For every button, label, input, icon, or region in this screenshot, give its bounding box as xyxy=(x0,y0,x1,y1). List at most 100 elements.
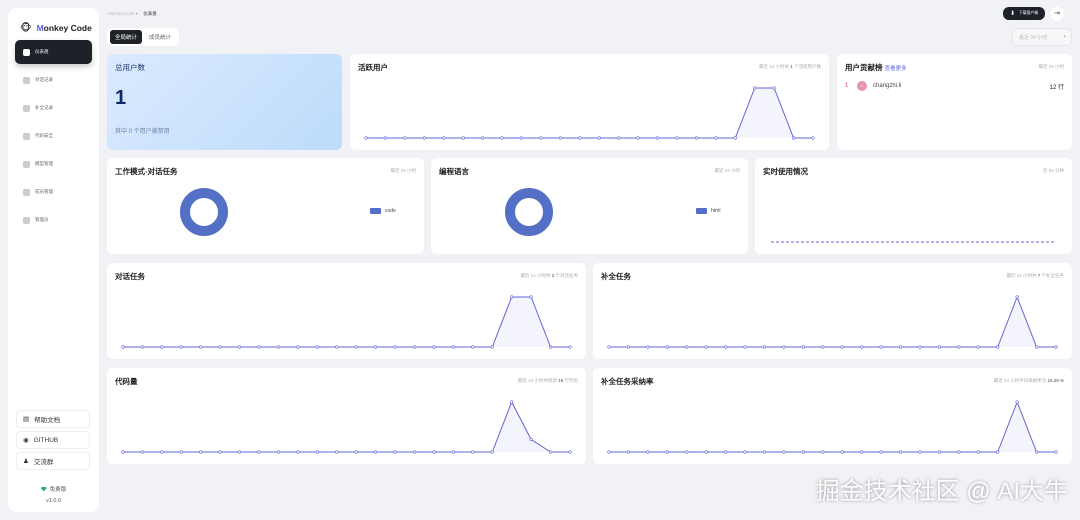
realtime-chart xyxy=(771,241,1056,243)
data-point xyxy=(558,136,562,140)
data-point xyxy=(296,450,300,454)
data-point xyxy=(685,450,689,454)
data-point xyxy=(548,345,553,349)
data-point xyxy=(160,345,164,349)
sidebar-item[interactable]: 模型管理 xyxy=(15,152,92,176)
data-point xyxy=(374,345,378,349)
series-line xyxy=(123,400,570,453)
data-point xyxy=(354,345,358,349)
data-point xyxy=(121,450,125,454)
data-point xyxy=(704,345,708,349)
tab-members[interactable]: 成员统计 xyxy=(149,35,172,41)
data-point xyxy=(179,345,183,349)
data-point xyxy=(860,450,864,454)
data-point xyxy=(510,400,514,404)
data-point xyxy=(1034,345,1039,349)
area xyxy=(123,402,570,452)
data-point xyxy=(422,136,426,140)
data-point xyxy=(879,345,883,349)
avatar: c xyxy=(857,81,867,91)
data-point xyxy=(1015,295,1019,299)
series-line xyxy=(123,296,570,348)
logout-icon: ⇥ xyxy=(1054,10,1060,17)
monkey-icon: 🐵 xyxy=(20,22,32,34)
legend-code: code xyxy=(370,208,396,214)
data-point xyxy=(539,136,543,140)
sidebar-link[interactable]: ♟ 交流群 xyxy=(16,452,90,470)
download-client-button[interactable]: ⬇ 下载客户端 xyxy=(1003,7,1045,20)
sidebar-item[interactable]: 代码安全 xyxy=(15,124,92,148)
data-point xyxy=(218,450,222,454)
data-point xyxy=(976,345,980,349)
legend-html: html xyxy=(696,208,720,214)
data-point xyxy=(354,450,358,454)
data-point xyxy=(996,345,1000,349)
active-users-chart xyxy=(364,86,815,140)
menu-icon xyxy=(23,160,30,168)
work-mode-card: 工作模式-对话任务 最近 24 小时 code xyxy=(107,158,424,254)
breadcrumb-current: 仪表盘 xyxy=(143,11,157,16)
data-point xyxy=(646,345,650,349)
breadcrumb-root[interactable]: MonkeyCode xyxy=(108,11,135,16)
code-lines-chart xyxy=(121,400,572,454)
data-point xyxy=(597,136,601,140)
data-point xyxy=(898,450,903,454)
data-point xyxy=(490,345,494,349)
sidebar-link[interactable]: ◉ GITHUB xyxy=(16,431,90,449)
data-point xyxy=(714,136,718,140)
data-point xyxy=(315,345,319,349)
data-point xyxy=(743,345,747,349)
data-point xyxy=(685,345,689,349)
data-point xyxy=(918,345,922,349)
data-point xyxy=(393,450,397,454)
data-point xyxy=(140,450,145,454)
view-more-link[interactable]: 查看更多 xyxy=(884,66,907,72)
data-point xyxy=(791,136,796,140)
data-point xyxy=(432,345,436,349)
data-point xyxy=(451,450,455,454)
data-point xyxy=(568,450,572,454)
sidebar-item[interactable]: 管理员 xyxy=(15,208,92,232)
data-point xyxy=(1054,450,1058,454)
logout-button[interactable]: ⇥ xyxy=(1050,7,1064,21)
download-icon: ⬇ xyxy=(1009,11,1016,17)
data-point xyxy=(296,345,300,349)
data-point xyxy=(335,450,339,454)
realtime-card: 实时使用情况近 60 分钟 xyxy=(755,158,1072,254)
series-line xyxy=(609,400,1056,453)
data-point xyxy=(743,450,747,454)
sidebar-item[interactable]: 补全记录 xyxy=(15,96,92,120)
data-point xyxy=(626,345,631,349)
menu-icon xyxy=(23,104,30,112)
data-point xyxy=(403,136,407,140)
sidebar-item[interactable]: 成员管理 xyxy=(15,180,92,204)
sidebar-link[interactable]: ▤ 帮助文档 xyxy=(16,410,90,428)
data-point xyxy=(276,345,281,349)
area xyxy=(123,297,570,347)
language-card: 编程语言 最近 24 小时 html xyxy=(431,158,748,254)
data-point xyxy=(529,437,533,442)
watermark: 掘金技术社区 @ AI大牛 xyxy=(815,478,1068,505)
data-point xyxy=(218,345,222,349)
contrib-row[interactable]: 1 c changzhi.li 12 行 xyxy=(845,81,1064,91)
data-point xyxy=(753,86,757,90)
data-point xyxy=(315,450,319,454)
contribution-card: 用户贡献榜 查看更多 最近 24 小时 1 c changzhi.li 12 行 xyxy=(837,54,1072,150)
data-point xyxy=(607,450,611,454)
data-point xyxy=(335,345,339,349)
data-point xyxy=(393,345,397,349)
time-range-select[interactable]: 最近 24 小时 ▾ xyxy=(1012,28,1072,46)
logo[interactable]: 🐵 Monkey Code xyxy=(20,22,92,34)
breadcrumb: MonkeyCode › 仪表盘 xyxy=(108,11,157,16)
data-point xyxy=(976,450,980,454)
document-icon: ▤ xyxy=(23,416,30,423)
sidebar-item[interactable]: 对话记录 xyxy=(15,68,92,92)
data-point xyxy=(500,136,504,140)
menu-icon xyxy=(23,216,30,224)
tab-global[interactable]: 全局统计 xyxy=(110,30,143,44)
total-users-value: 1 xyxy=(115,87,127,109)
menu-icon xyxy=(23,76,30,84)
data-point xyxy=(957,450,961,454)
sidebar-item[interactable]: 仪表盘 xyxy=(15,40,92,64)
data-point xyxy=(636,136,640,140)
